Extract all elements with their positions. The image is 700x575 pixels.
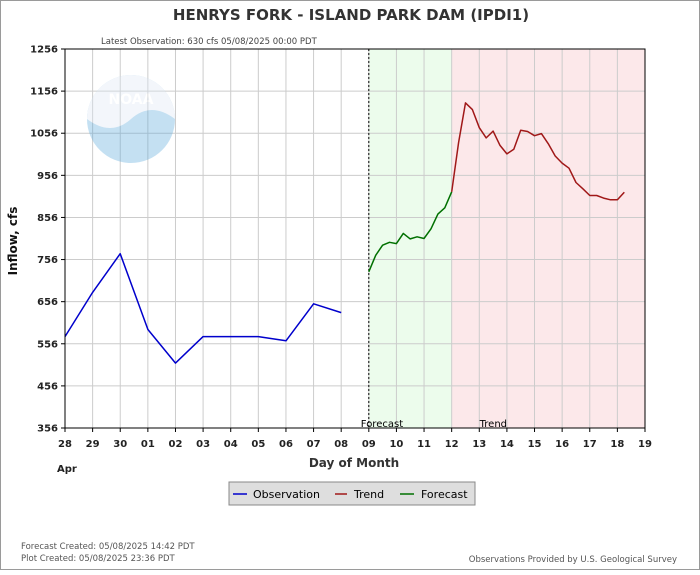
region-bands: [368, 49, 645, 428]
x-tick-label: 09: [362, 439, 376, 450]
latest-observation-text: Latest Observation: 630 cfs 05/08/2025 0…: [101, 37, 318, 47]
x-tick-label: 08: [334, 439, 348, 450]
series-observation-line: [64, 252, 342, 364]
data-provider-text: Observations Provided by U.S. Geological…: [469, 555, 677, 565]
x-tick-label: 05: [251, 439, 265, 450]
noaa-logo: NOAA: [87, 75, 175, 163]
x-axis-ticks: 28 29 30 01 02 03 04 05 06 07 08 09 10 11 12 13 14 15 16 17…: [58, 428, 652, 450]
y-tick-label: 856: [37, 213, 58, 224]
x-tick-label: 18: [610, 439, 624, 450]
series-lines: [64, 102, 625, 364]
x-tick-label: 28: [58, 439, 72, 450]
y-tick-label: 1256: [30, 45, 58, 56]
y-tick-label: 656: [37, 297, 58, 308]
y-tick-label: 456: [37, 381, 58, 392]
plot-created-text: Plot Created: 05/08/2025 23:36 PDT: [21, 554, 175, 564]
y-tick-label: 756: [37, 255, 58, 266]
x-tick-label: 13: [472, 439, 486, 450]
x-tick-label: 30: [113, 439, 127, 450]
x-tick-label: 16: [555, 439, 569, 450]
forecast-created-text: Forecast Created: 05/08/2025 14:42 PDT: [21, 542, 195, 552]
noaa-logo-text: NOAA: [109, 92, 154, 108]
x-tick-label: 03: [196, 439, 210, 450]
y-axis-ticks: 356 456 556 656 756 856 956 1056 1156 1256: [30, 45, 65, 435]
y-tick-label: 1056: [30, 129, 58, 140]
x-tick-label: 02: [169, 439, 183, 450]
plot-border: [64, 48, 646, 429]
x-tick-label: 11: [417, 439, 431, 450]
x-month-label: Apr: [57, 464, 77, 475]
trend-region-label: Trend: [479, 419, 507, 430]
x-tick-label: 10: [389, 439, 403, 450]
x-tick-label: 07: [307, 439, 321, 450]
y-tick-label: 356: [37, 424, 58, 435]
x-tick-label: 04: [224, 439, 238, 450]
x-axis-title: Day of Month: [309, 456, 399, 470]
x-tick-label: 01: [141, 439, 155, 450]
legend-observation-label: Observation: [253, 488, 320, 501]
forecast-region-label: Forecast: [361, 419, 403, 430]
trend-band: [451, 49, 645, 428]
x-tick-label: 06: [279, 439, 293, 450]
y-tick-label: 1156: [30, 87, 58, 98]
series-trend-line: [450, 102, 625, 201]
y-axis-title: Inflow, cfs: [6, 207, 20, 276]
x-tick-label: 14: [500, 439, 514, 450]
x-tick-label: 15: [528, 439, 542, 450]
x-tick-label: 12: [445, 439, 459, 450]
x-tick-label: 19: [638, 439, 652, 450]
x-tick-label: 17: [583, 439, 597, 450]
y-tick-label: 956: [37, 171, 58, 182]
legend-trend-label: Trend: [353, 488, 384, 501]
legend-forecast-label: Forecast: [421, 488, 468, 501]
chart-title: HENRYS FORK - ISLAND PARK DAM (IPDI1): [173, 6, 529, 24]
x-tick-label: 29: [86, 439, 100, 450]
y-tick-label: 556: [37, 339, 58, 350]
series-forecast-line: [368, 191, 453, 273]
legend: Observation Trend Forecast: [228, 481, 476, 506]
